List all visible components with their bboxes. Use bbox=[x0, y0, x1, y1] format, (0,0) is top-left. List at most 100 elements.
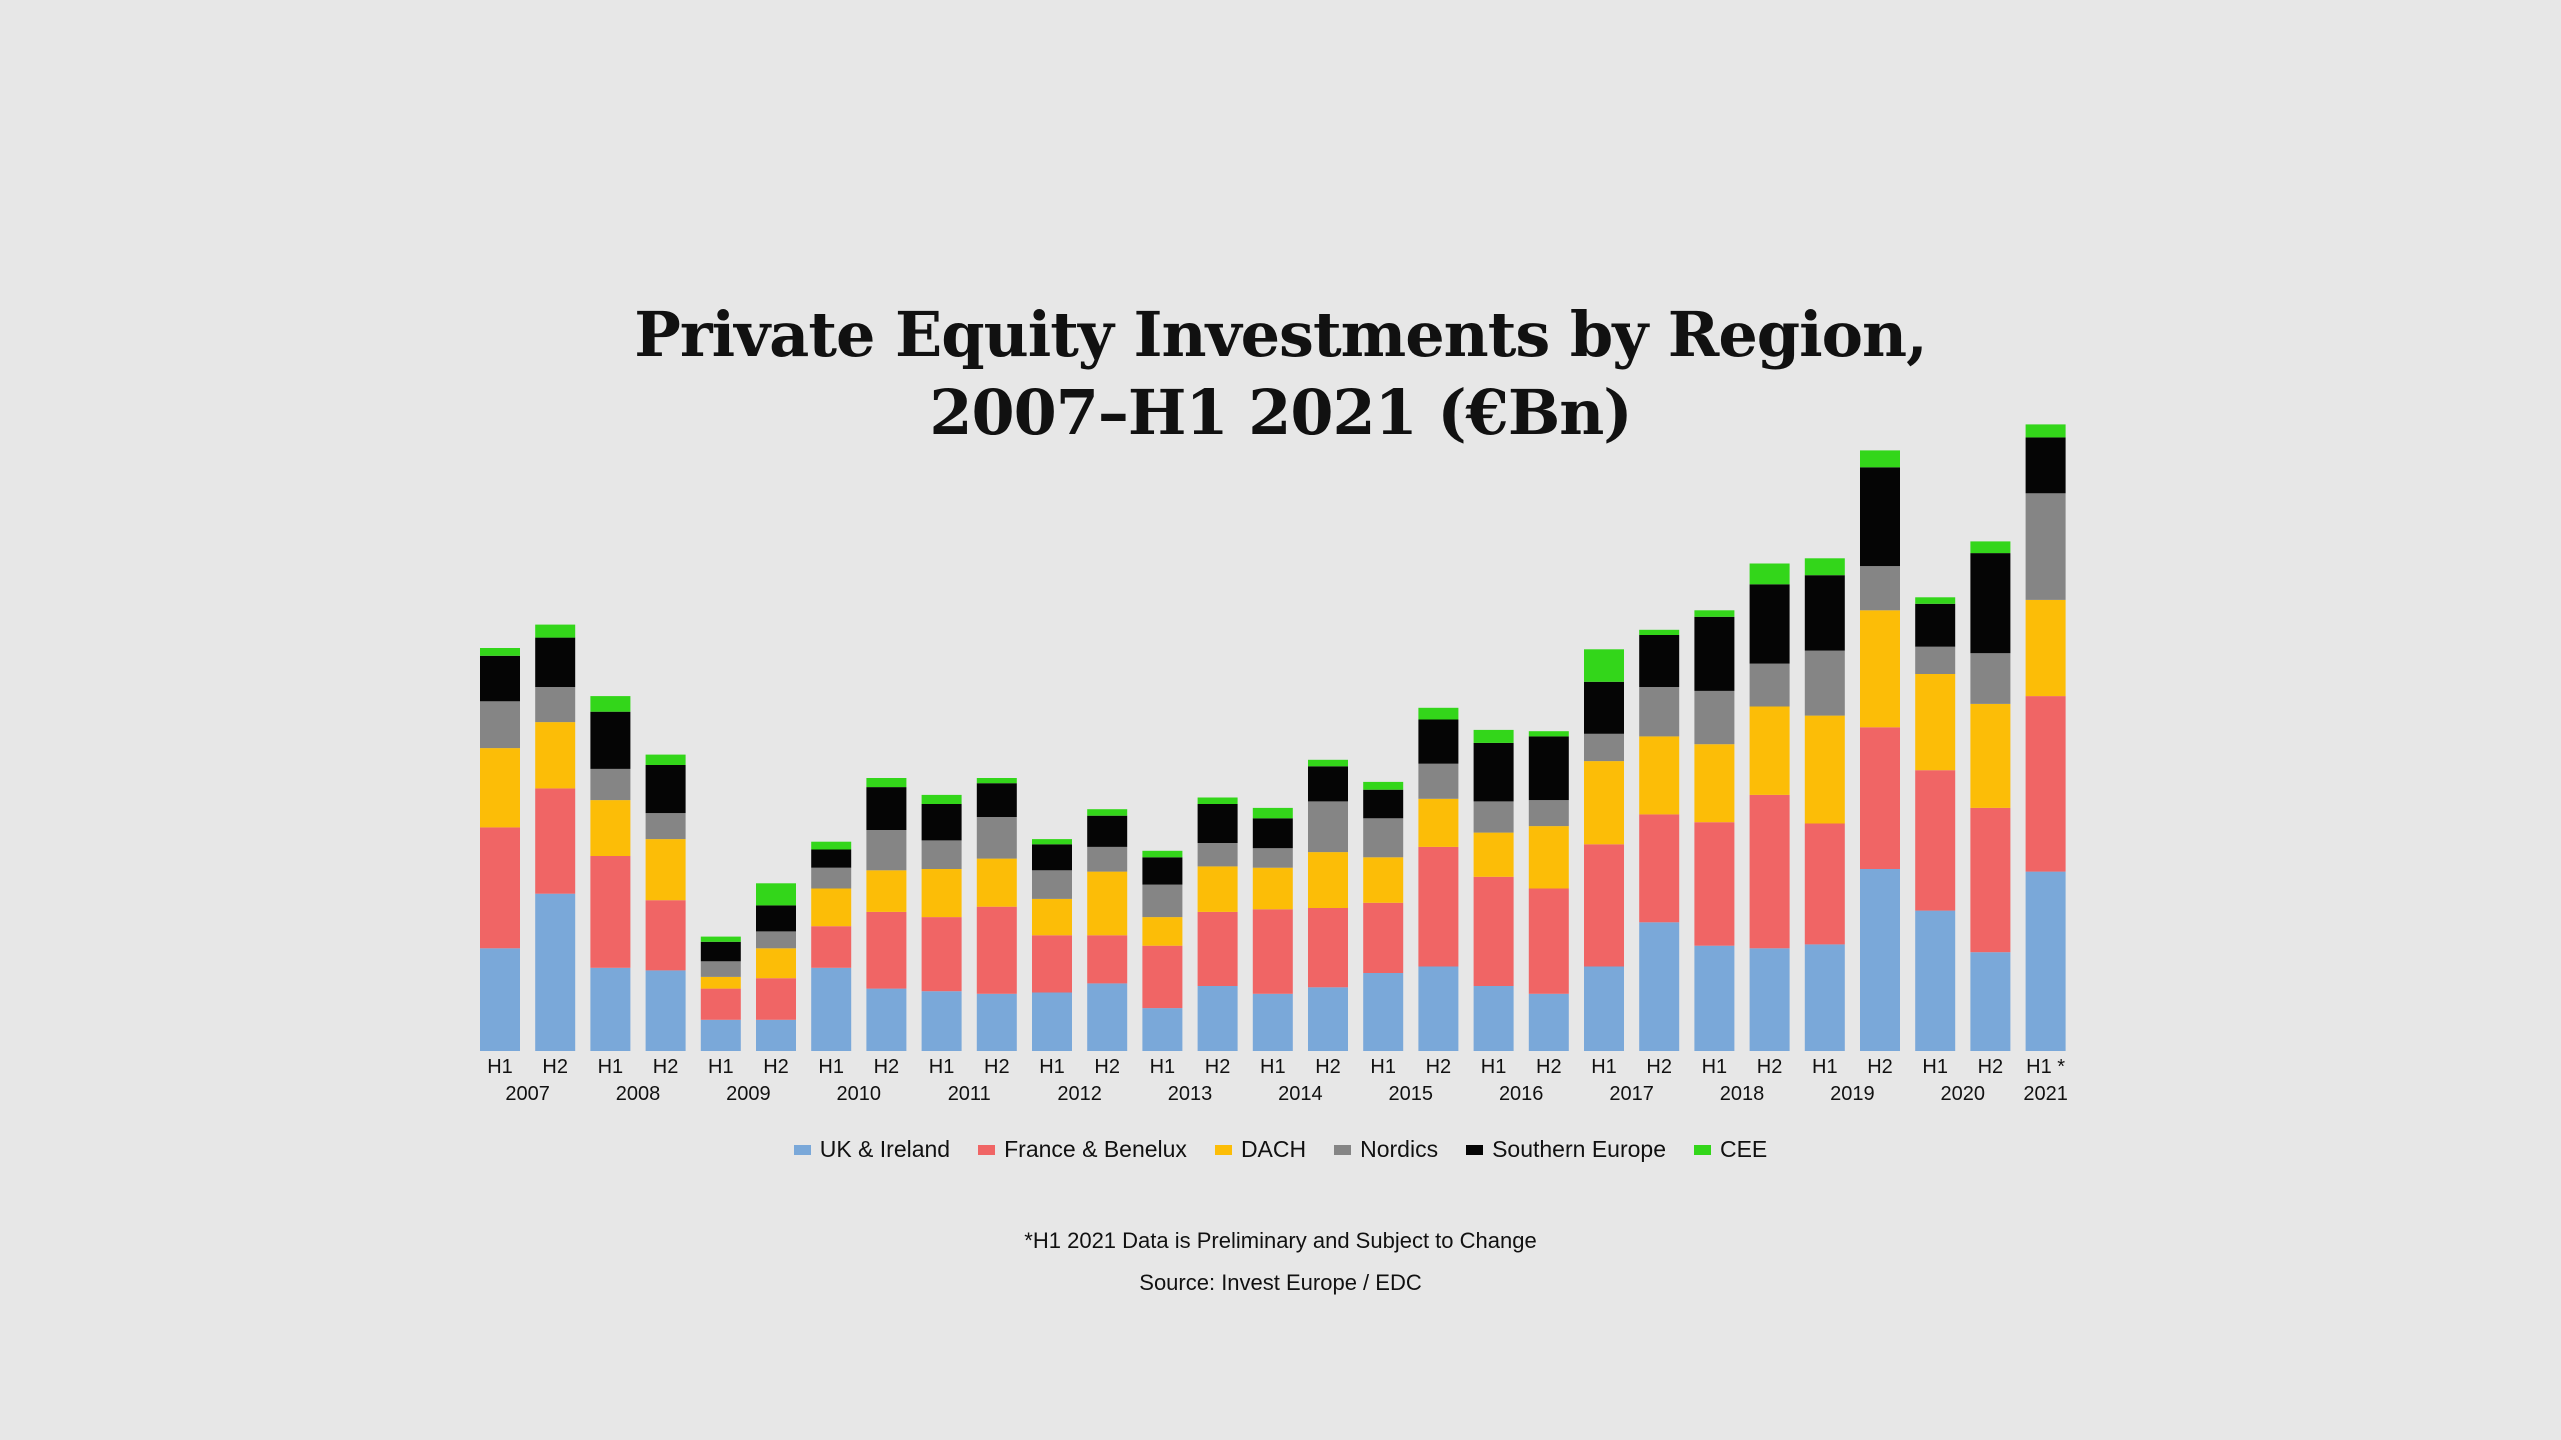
bar-segment-southern-europe-18 bbox=[1473, 742, 1514, 802]
bar-segment-southern-europe-1 bbox=[535, 637, 576, 687]
bar-segment-nordics-26 bbox=[1915, 646, 1956, 674]
bar-segment-dach-1 bbox=[535, 722, 576, 789]
bar-segment-dach-11 bbox=[1087, 871, 1128, 936]
x-tick-label-6: H1 bbox=[818, 1056, 844, 1078]
bar-segment-nordics-28 bbox=[2025, 493, 2066, 600]
x-tick-label-8: H1 bbox=[929, 1056, 955, 1078]
x-tick-label-7: H2 bbox=[874, 1056, 900, 1078]
bar-segment-france-benelux-25 bbox=[1860, 727, 1900, 869]
bar-segment-france-benelux-28 bbox=[2025, 696, 2066, 872]
bar-segment-france-benelux-2 bbox=[590, 856, 631, 968]
bars-group bbox=[480, 424, 2066, 1051]
x-tick-label-26: H1 bbox=[1922, 1056, 1948, 1078]
bar-segment-uk-ireland-2 bbox=[590, 967, 631, 1051]
x-tick-label-22: H1 bbox=[1702, 1056, 1728, 1078]
bar-segment-cee-15 bbox=[1308, 759, 1348, 767]
bar-segment-southern-europe-6 bbox=[811, 849, 852, 868]
legend-item-nordics: Nordics bbox=[1334, 1136, 1438, 1163]
bar-segment-cee-27 bbox=[1970, 541, 2011, 554]
bar-segment-dach-24 bbox=[1804, 715, 1845, 824]
bar-segment-uk-ireland-11 bbox=[1087, 983, 1128, 1051]
bar-segment-france-benelux-17 bbox=[1418, 846, 1459, 967]
x-tick-label-28: H1 * bbox=[2026, 1056, 2065, 1078]
bar-segment-uk-ireland-0 bbox=[480, 948, 520, 1051]
bar-segment-dach-6 bbox=[811, 888, 852, 927]
bar-segment-southern-europe-20 bbox=[1584, 681, 1624, 734]
legend-swatch-dach bbox=[1214, 1144, 1232, 1155]
bar-segment-france-benelux-5 bbox=[756, 978, 796, 1020]
bar-segment-southern-europe-26 bbox=[1915, 603, 1956, 647]
legend-swatch-cee bbox=[1693, 1144, 1711, 1155]
bar-segment-uk-ireland-23 bbox=[1749, 948, 1790, 1051]
year-label-2021: 2021 bbox=[2023, 1083, 2068, 1105]
legend-swatch-southern-europe bbox=[1466, 1144, 1484, 1155]
bar-segment-france-benelux-6 bbox=[811, 926, 852, 968]
legend-item-uk-ireland: UK & Ireland bbox=[793, 1136, 950, 1163]
bar-segment-nordics-7 bbox=[866, 830, 907, 871]
x-tick-label-12: H1 bbox=[1150, 1056, 1176, 1078]
bar-segment-uk-ireland-21 bbox=[1639, 922, 1680, 1051]
bar-segment-dach-27 bbox=[1970, 703, 2011, 808]
bar-segment-nordics-14 bbox=[1252, 848, 1293, 868]
bar-segment-cee-7 bbox=[866, 778, 907, 788]
bar-segment-uk-ireland-22 bbox=[1694, 945, 1735, 1051]
bar-segment-cee-8 bbox=[921, 794, 962, 804]
year-label-2019: 2019 bbox=[1830, 1083, 1875, 1105]
bar-segment-france-benelux-4 bbox=[700, 988, 741, 1020]
bar-segment-dach-9 bbox=[976, 858, 1017, 907]
legend-item-dach: DACH bbox=[1214, 1136, 1307, 1163]
bar-segment-cee-1 bbox=[535, 624, 576, 638]
bar-segment-nordics-19 bbox=[1528, 800, 1569, 827]
bar-segment-nordics-22 bbox=[1694, 690, 1735, 745]
bar-segment-southern-europe-4 bbox=[700, 941, 741, 962]
bar-segment-dach-0 bbox=[480, 748, 520, 828]
bar-segment-dach-17 bbox=[1418, 798, 1459, 847]
bar-segment-nordics-1 bbox=[535, 687, 576, 723]
x-tick-label-17: H2 bbox=[1426, 1056, 1452, 1078]
bar-segment-dach-10 bbox=[1032, 898, 1072, 936]
year-label-2015: 2015 bbox=[1389, 1083, 1434, 1105]
bar-segment-nordics-23 bbox=[1749, 663, 1790, 707]
bar-segment-nordics-6 bbox=[811, 867, 852, 889]
bar-segment-nordics-20 bbox=[1584, 733, 1624, 762]
bar-segment-nordics-24 bbox=[1804, 650, 1845, 716]
legend-label-dach: DACH bbox=[1240, 1136, 1307, 1162]
x-tick-label-15: H2 bbox=[1315, 1056, 1341, 1078]
bar-segment-uk-ireland-25 bbox=[1860, 869, 1900, 1051]
bar-segment-france-benelux-11 bbox=[1087, 935, 1128, 984]
x-tick-label-21: H2 bbox=[1646, 1056, 1672, 1078]
bar-segment-cee-4 bbox=[700, 936, 741, 942]
bar-segment-dach-3 bbox=[645, 839, 686, 901]
bar-segment-cee-12 bbox=[1142, 850, 1183, 858]
chart-title-line2: 2007–H1 2021 (€Bn) bbox=[929, 376, 1632, 449]
bar-segment-uk-ireland-19 bbox=[1528, 993, 1569, 1051]
bar-segment-nordics-25 bbox=[1860, 566, 1900, 611]
bar-segment-southern-europe-22 bbox=[1694, 616, 1735, 691]
year-label-2017: 2017 bbox=[1609, 1083, 1654, 1105]
bar-segment-cee-0 bbox=[480, 648, 520, 656]
bar-segment-nordics-27 bbox=[1970, 653, 2011, 704]
bar-segment-cee-24 bbox=[1804, 558, 1845, 576]
bar-segment-nordics-9 bbox=[976, 817, 1017, 859]
bar-segment-cee-13 bbox=[1197, 797, 1238, 804]
bar-segment-dach-7 bbox=[866, 870, 907, 912]
bar-segment-dach-12 bbox=[1142, 917, 1183, 946]
bar-segment-dach-19 bbox=[1528, 826, 1569, 889]
bar-segment-dach-15 bbox=[1308, 852, 1348, 908]
bar-segment-uk-ireland-1 bbox=[535, 893, 576, 1051]
year-label-2010: 2010 bbox=[837, 1083, 882, 1105]
bar-segment-southern-europe-27 bbox=[1970, 553, 2011, 654]
bar-segment-nordics-4 bbox=[700, 961, 741, 977]
bar-segment-uk-ireland-20 bbox=[1584, 966, 1624, 1051]
bar-segment-nordics-10 bbox=[1032, 870, 1072, 899]
x-tick-label-25: H2 bbox=[1867, 1056, 1893, 1078]
bar-segment-uk-ireland-16 bbox=[1363, 973, 1404, 1051]
bar-segment-cee-26 bbox=[1915, 597, 1956, 604]
bar-segment-dach-14 bbox=[1252, 867, 1293, 910]
x-tick-label-13: H2 bbox=[1205, 1056, 1231, 1078]
bar-segment-dach-5 bbox=[756, 948, 796, 979]
x-tick-label-3: H2 bbox=[653, 1056, 679, 1078]
bar-segment-uk-ireland-7 bbox=[866, 988, 907, 1051]
bar-segment-cee-22 bbox=[1694, 610, 1735, 617]
legend-item-southern-europe: Southern Europe bbox=[1466, 1136, 1666, 1163]
